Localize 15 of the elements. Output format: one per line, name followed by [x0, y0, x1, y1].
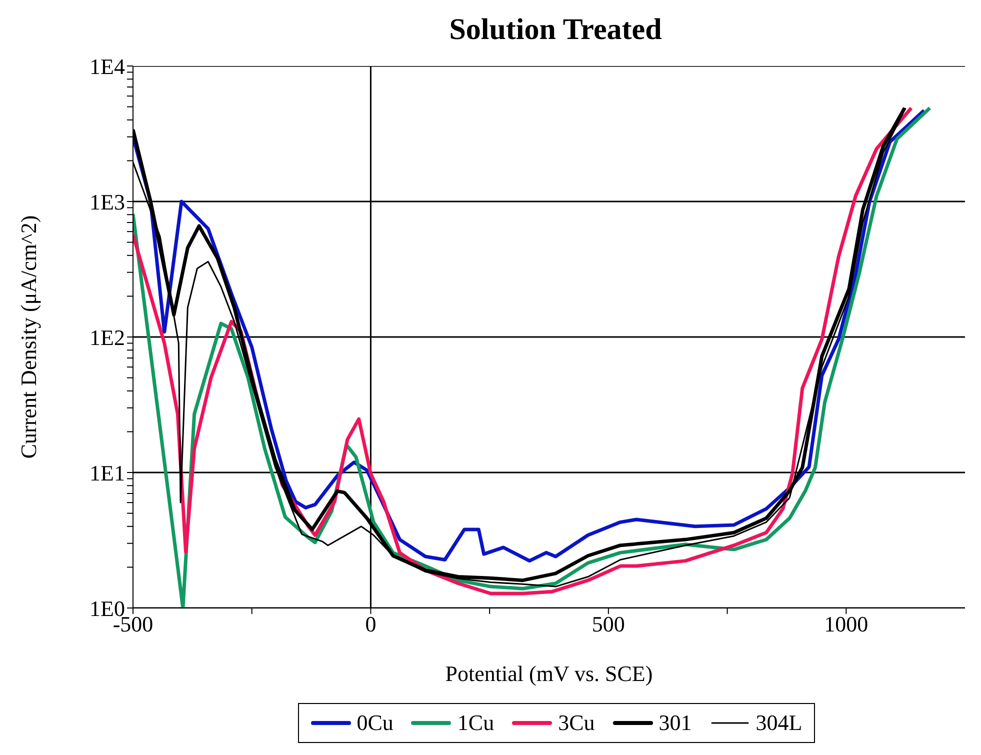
x-tick-label: 0 — [365, 612, 376, 637]
x-tick-label: 500 — [592, 612, 625, 637]
legend-label: 1Cu — [457, 710, 494, 736]
legend-label: 301 — [658, 710, 692, 736]
legend-label: 0Cu — [356, 710, 394, 736]
legend-label: 304L — [756, 710, 802, 736]
x-tick-label: 1000 — [824, 612, 868, 637]
y-tick-label: 1E1 — [90, 460, 125, 486]
legend-label: 3Cu — [558, 710, 595, 736]
chart-title: Solution Treated — [449, 13, 662, 46]
y-tick-label: 1E3 — [90, 189, 125, 214]
y-tick-label: 1E4 — [90, 54, 125, 79]
x-axis-title: Potential (mV vs. SCE) — [445, 661, 653, 686]
y-axis-title: Current Density (μA/cm^2) — [16, 215, 41, 459]
y-tick-label: 1E2 — [90, 324, 125, 350]
